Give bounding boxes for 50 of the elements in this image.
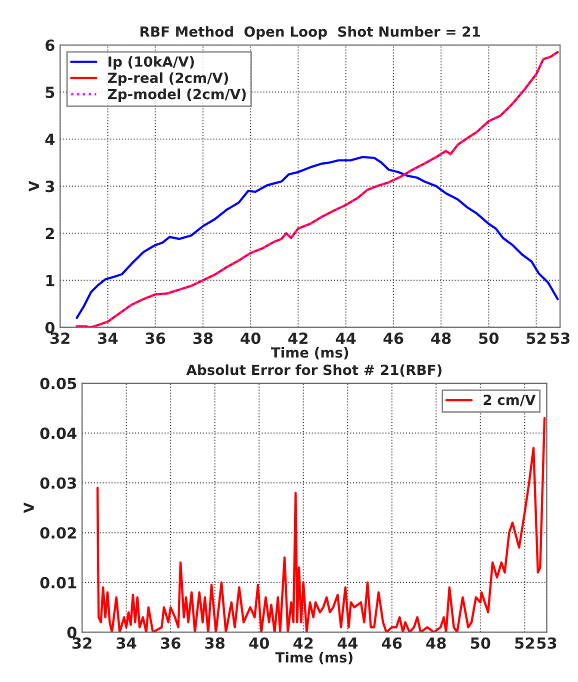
x-tick-label: 40 xyxy=(249,637,270,649)
x-tick-label: 38 xyxy=(193,332,213,344)
y-tick-label: 0.01 xyxy=(40,576,76,588)
x-tick-label: 38 xyxy=(205,637,225,649)
x-tick-label: 50 xyxy=(470,637,490,649)
y-tick-label: 4 xyxy=(45,134,55,145)
x-tick-label: 42 xyxy=(288,332,308,344)
x-tick-label: 44 xyxy=(336,332,356,344)
y-tick-label: 6 xyxy=(46,39,54,52)
x-tick-label: 50 xyxy=(479,332,499,344)
y-axis-title: V xyxy=(24,502,34,514)
y-tick-label: 3 xyxy=(46,180,54,192)
x-tick-label: 48 xyxy=(431,332,451,344)
x-tick-label: 36 xyxy=(146,332,166,344)
chart-title: Absolut Error for Shot # 21(RBF) xyxy=(186,364,442,377)
x-tick-label: 52 xyxy=(515,637,534,649)
chart-title: RBF Method Open Loop Shot Number = 21 xyxy=(140,26,480,40)
x-tick-label: 34 xyxy=(116,637,136,649)
y-tick-label: 0 xyxy=(67,626,76,638)
x-tick-label: 32 xyxy=(72,637,92,649)
x-tick-label: 34 xyxy=(98,332,118,344)
x-tick-label: 52 xyxy=(526,332,546,344)
legend-label: Ip (10kA/V) xyxy=(108,56,194,70)
y-tick-label: 0 xyxy=(45,322,55,334)
x-tick-label: 48 xyxy=(426,637,446,649)
legend-label: Zp-real (2cm/V) xyxy=(108,72,228,86)
y-tick-label: 0.02 xyxy=(40,527,76,539)
line-series xyxy=(76,156,559,320)
x-tick-label: 46 xyxy=(382,637,402,649)
x-tick-label: 46 xyxy=(383,332,404,344)
x-tick-label: 53 xyxy=(550,332,570,344)
y-axis-title: V xyxy=(28,180,39,192)
x-axis-title: Time (ms) xyxy=(275,652,352,664)
x-tick-label: 53 xyxy=(537,637,556,649)
y-tick-label: 0.03 xyxy=(40,477,76,489)
y-tick-label: 1 xyxy=(46,274,54,286)
legend-label: Zp-model (2cm/V) xyxy=(108,88,246,102)
x-tick-label: 32 xyxy=(50,332,70,344)
x-axis-title: Time (ms) xyxy=(270,347,348,360)
x-tick-label: 44 xyxy=(338,638,358,649)
line-series xyxy=(96,417,546,632)
legend-label: 2 cm/V xyxy=(484,394,536,406)
y-tick-label: 5 xyxy=(46,86,54,98)
x-tick-label: 36 xyxy=(160,637,180,649)
x-tick-label: 40 xyxy=(240,332,260,344)
x-tick-label: 42 xyxy=(293,637,313,649)
y-tick-label: 0.04 xyxy=(40,428,77,440)
y-tick-label: 0.05 xyxy=(40,378,76,390)
y-tick-label: 2 xyxy=(46,228,54,240)
line-series xyxy=(76,50,559,328)
